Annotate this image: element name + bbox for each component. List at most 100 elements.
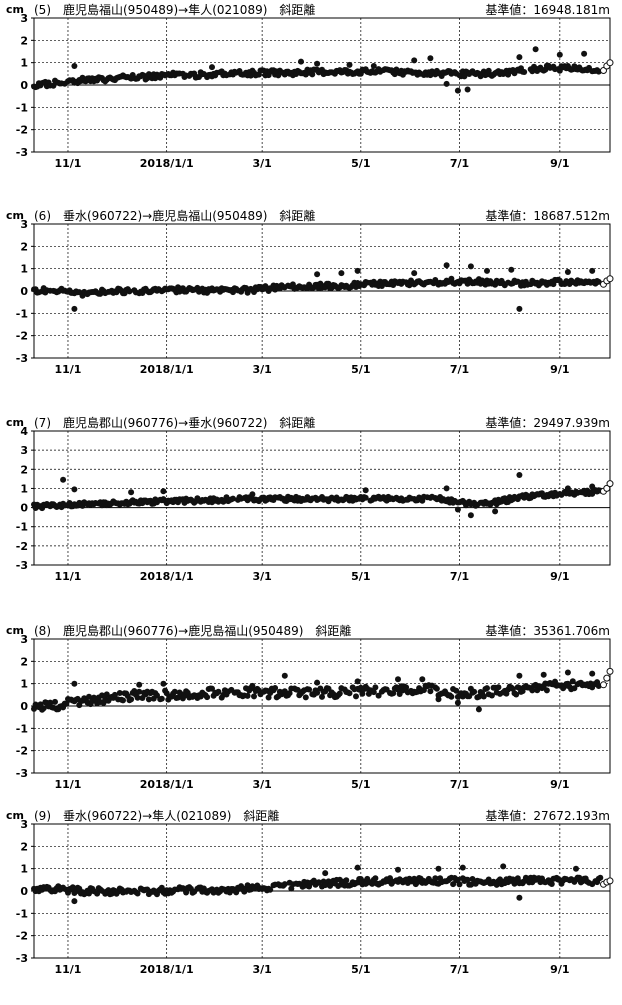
x-tick-label: 11/1 [54,157,81,170]
y-tick-label: -1 [16,307,28,320]
outlier-point [484,267,490,274]
y-tick-label: -1 [16,722,28,735]
data-point [86,693,92,700]
panel-5: cm (5) 鹿児島福山(950489)→隼人(021089) 斜距離 基準値：… [0,0,622,196]
outlier-point [454,699,461,706]
y-tick-label: -1 [16,521,28,534]
data-point [464,876,471,883]
y-tick-label: 1 [20,678,28,691]
outlier-point [564,669,571,676]
y-tick-label: 1 [20,57,28,70]
y-tick-label: -1 [16,907,28,920]
data-points [31,262,614,312]
data-point [126,288,133,295]
panel-7: cm (7) 鹿児島郡山(960776)→垂水(960722) 斜距離 基準値：… [0,413,622,609]
data-point [99,692,105,699]
outlier-point [71,680,78,687]
x-tick-label: 11/1 [54,963,81,976]
x-tick-label: 7/1 [450,157,469,170]
data-point [134,890,141,897]
data-point [306,686,313,693]
reference-value: 基準値：29497.939m [485,416,610,430]
data-point [353,693,359,700]
scatter-plot: 3 2 1 0 -1 -2 -3 11/1 2018/1/1 3/1 5/1 7/1 9/1 [16,12,614,170]
data-point [111,691,118,698]
data-point [346,690,353,697]
data-point [471,688,478,695]
data-point [209,685,215,692]
outlier-point [362,487,369,494]
data-point [359,690,366,697]
data-point [314,689,321,696]
data-point [343,877,350,884]
data-points [31,863,614,905]
data-point [521,69,528,75]
data-point [204,694,211,701]
x-tick-label: 2018/1/1 [140,963,194,976]
data-point [47,699,54,706]
y-tick-label: 3 [20,218,28,231]
y-tick-label: -2 [16,540,28,553]
x-tick-label: 9/1 [550,363,569,376]
data-point [309,71,316,78]
outlier-point [136,681,143,688]
provisional-point [606,480,614,488]
data-point [403,684,410,691]
data-point [456,881,463,888]
x-tick-label: 5/1 [351,963,370,976]
x-tick-label: 2018/1/1 [140,778,194,791]
data-point [432,875,439,882]
scatter-plot: 3 2 1 0 -1 -2 -3 11/1 2018/1/1 3/1 5/1 7/1 9/1 [16,218,614,376]
outlier-point [249,491,256,498]
outlier-point [249,682,256,689]
provisional-point [606,877,614,885]
data-point [433,685,440,692]
data-point [94,890,101,897]
panel-header: cm (7) 鹿児島郡山(960776)→垂水(960722) 斜距離 基準値：… [0,413,614,430]
x-tick-label: 9/1 [550,778,569,791]
outlier-point [395,866,401,873]
panel-6: cm (6) 垂水(960722)→鹿児島福山(950489) 斜距離 基準値：… [0,206,622,402]
scatter-plot: 4 3 2 1 0 -1 -2 -3 11/1 2018/1/1 3/1 5/1 7/1 9/1 [16,425,614,583]
panel-9: cm (9) 垂水(960722)→隼人(021089) 斜距離 基準値：276… [0,806,622,1002]
outlier-point [411,270,418,277]
y-tick-label: -2 [16,745,28,758]
outlier-point [467,512,474,519]
data-point [372,684,379,691]
x-tick-label: 5/1 [351,570,370,583]
reference-value: 基準値：16948.181m [485,3,610,17]
unit-label: cm [6,416,24,429]
outlier-point [459,864,466,871]
series-label: (6) 垂水(960722)→鹿児島福山(950489) 斜距離 [34,209,316,223]
outlier-point [160,680,167,687]
outlier-point [443,262,450,269]
outlier-point [589,483,596,490]
series-label: (5) 鹿児島福山(950489)→隼人(021089) 斜距離 [34,3,316,17]
y-tick-label: 0 [20,285,28,298]
reference-value: 基準値：35361.706m [485,624,610,638]
outlier-point [443,80,450,87]
data-point [569,678,576,685]
data-point [272,685,279,691]
series-label: (9) 垂水(960722)→隼人(021089) 斜距離 [34,809,280,823]
y-tick-label: 0 [20,502,28,515]
x-tick-label: 9/1 [550,570,569,583]
outlier-point [411,57,418,64]
y-tick-label: 3 [20,633,28,646]
data-point [302,694,309,701]
y-tick-label: 3 [20,12,28,25]
outlier-point [454,87,461,94]
y-tick-label: -1 [16,101,28,114]
x-tick-label: 2018/1/1 [140,570,194,583]
y-tick-label: 2 [20,34,28,47]
outlier-point [516,894,523,901]
outlier-point [128,489,135,496]
scatter-plot: 3 2 1 0 -1 -2 -3 11/1 2018/1/1 3/1 5/1 7/1 9/1 [16,633,614,791]
x-tick-label: 3/1 [252,963,271,976]
data-point [158,695,165,702]
data-point [134,694,141,701]
y-tick-label: -3 [16,767,28,780]
y-tick-label: 2 [20,655,28,668]
x-tick-label: 5/1 [351,363,370,376]
y-tick-label: 2 [20,240,28,253]
